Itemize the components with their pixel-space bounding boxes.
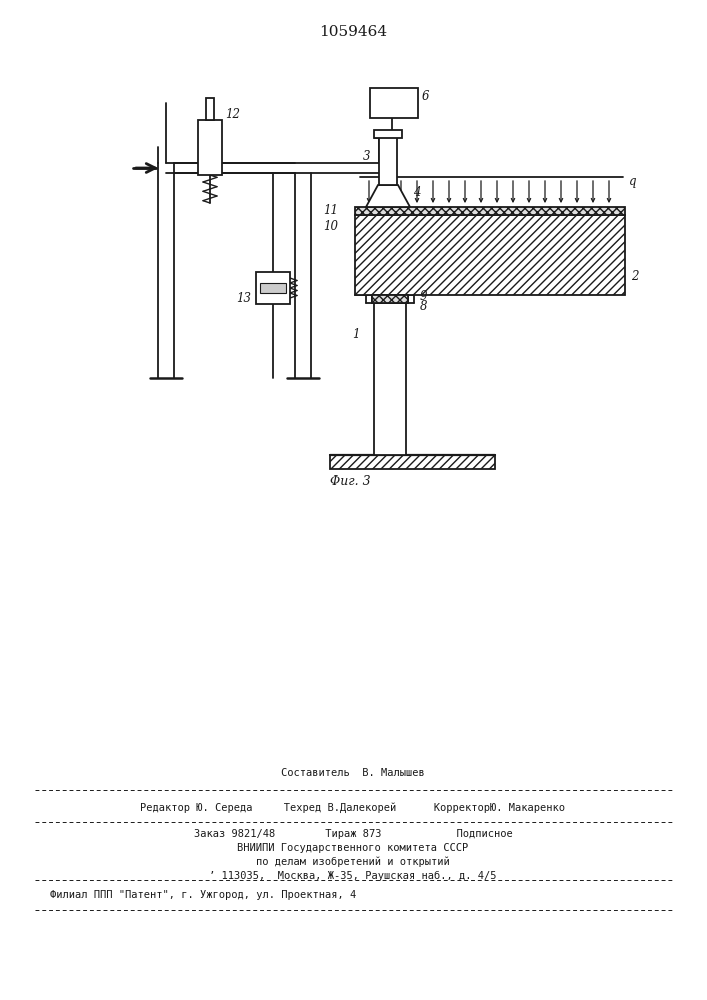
Bar — [260, 283, 286, 293]
Polygon shape — [366, 185, 410, 207]
Text: 3: 3 — [363, 150, 370, 163]
Text: Филиал ППП "Патент", г. Ужгород, ул. Проектная, 4: Филиал ППП "Патент", г. Ужгород, ул. Про… — [50, 890, 356, 900]
Text: 9: 9 — [420, 290, 428, 304]
Text: 10: 10 — [323, 221, 338, 233]
Bar — [198, 120, 222, 175]
Text: Заказ 9821/48        Тираж 873            Подписное: Заказ 9821/48 Тираж 873 Подписное — [194, 829, 513, 839]
Text: 1: 1 — [352, 328, 359, 342]
Text: 11: 11 — [323, 205, 338, 218]
Text: 1059464: 1059464 — [320, 25, 387, 39]
Text: Составитель  В. Малышев: Составитель В. Малышев — [281, 768, 425, 778]
Bar — [374, 130, 402, 138]
Bar — [379, 135, 397, 185]
Bar — [370, 88, 418, 118]
Text: ВНИИПИ Государственного комитета СССР: ВНИИПИ Государственного комитета СССР — [238, 843, 469, 853]
Bar — [355, 207, 625, 215]
Bar — [374, 303, 406, 455]
Bar — [256, 272, 290, 304]
Bar — [372, 295, 408, 303]
Text: 13: 13 — [236, 292, 251, 304]
Bar — [355, 215, 625, 295]
Text: Φиг. 3: Φиг. 3 — [329, 475, 370, 488]
Bar — [330, 455, 495, 469]
Text: Редактор Ю. Середа     Техред В.Далекорей      КорректорЮ. Макаренко: Редактор Ю. Середа Техред В.Далекорей Ко… — [141, 803, 566, 813]
Text: ’ 113035,  Москва, Ж-35, Раушская наб., д. 4/5: ’ 113035, Москва, Ж-35, Раушская наб., д… — [209, 871, 497, 881]
Text: 12: 12 — [225, 108, 240, 121]
Text: 2: 2 — [631, 270, 638, 284]
Bar — [206, 98, 214, 120]
Text: 4: 4 — [413, 186, 421, 200]
Text: по делам изобретений и открытий: по делам изобретений и открытий — [256, 857, 450, 867]
Text: 6: 6 — [422, 90, 429, 103]
Text: q: q — [629, 176, 636, 188]
Text: 8: 8 — [420, 300, 428, 312]
